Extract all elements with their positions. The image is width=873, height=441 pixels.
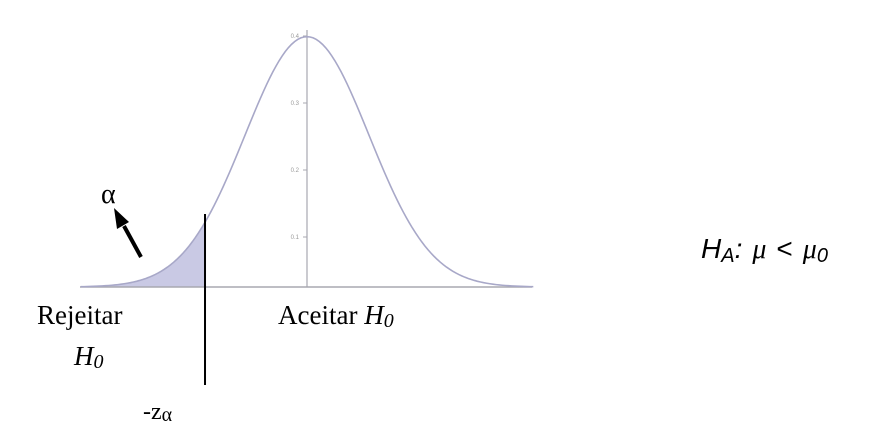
hyp-mu0: μ	[802, 234, 817, 265]
rejection-region	[80, 222, 206, 287]
alternative-hypothesis: HA: μ < μ0	[701, 233, 828, 267]
critical-value-label: -zα	[143, 399, 173, 426]
y-tick-label: 0.1	[291, 235, 300, 241]
reject-h-subscript: 0	[94, 351, 104, 373]
reject-h0: H0	[73, 341, 104, 373]
hyp-h-letter: H	[701, 233, 722, 264]
hyp-less-than: <	[776, 233, 792, 264]
alpha-arrow	[114, 208, 143, 258]
y-tick-label: 0.3	[291, 101, 300, 107]
y-axis-ticks: 0.4 0.3 0.2 0.1	[291, 34, 307, 241]
alpha-label: α	[101, 179, 116, 210]
y-tick-label: 0.4	[291, 34, 300, 40]
normal-curve	[80, 35, 534, 288]
accept-h-subscript: 0	[384, 310, 394, 332]
accept-label: Aceitar H0	[278, 300, 394, 332]
hyp-colon: :	[735, 233, 743, 264]
hyp-mu: μ	[751, 234, 766, 265]
reject-h-letter: H	[73, 341, 95, 371]
crit-prefix: -z	[143, 399, 162, 425]
y-tick-label: 0.2	[291, 168, 300, 174]
reject-label: Rejeitar	[37, 300, 122, 330]
hyp-h-subscript: A	[720, 245, 734, 267]
accept-text: Aceitar	[278, 300, 364, 330]
hyp-mu0-subscript: 0	[817, 245, 828, 267]
accept-h-letter: H	[363, 300, 385, 330]
crit-alpha: α	[162, 404, 173, 426]
